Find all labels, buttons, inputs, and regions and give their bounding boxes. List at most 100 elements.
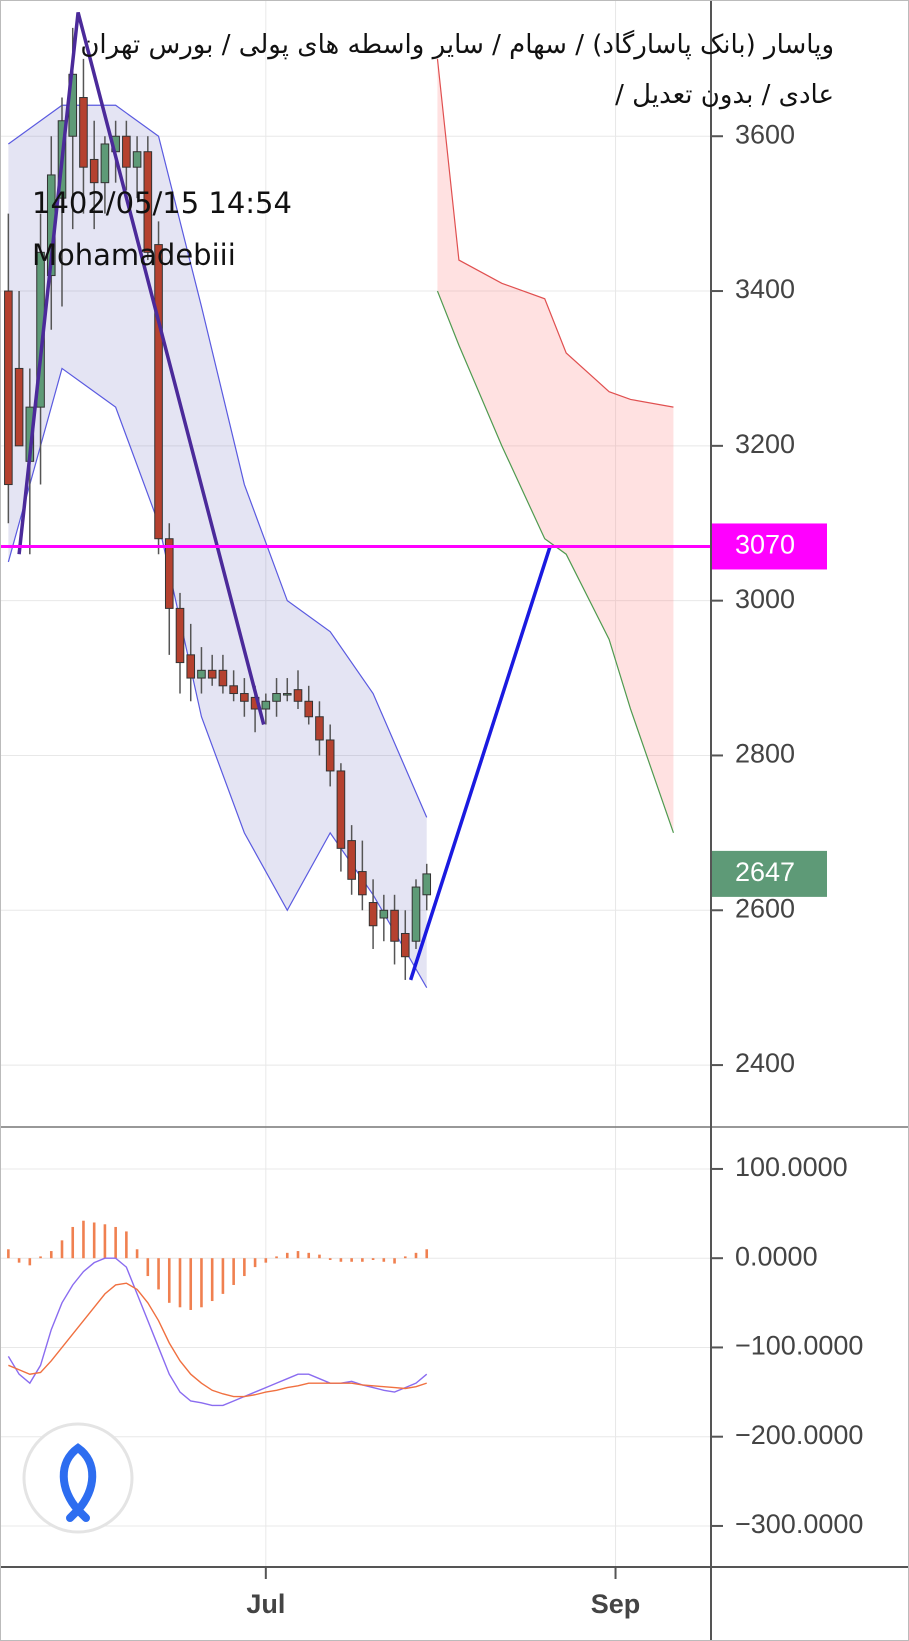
macd-histogram-bar — [114, 1226, 117, 1259]
macd-histogram-bar — [339, 1258, 343, 1262]
macd-histogram-bar — [103, 1224, 107, 1259]
macd-histogram-bar — [307, 1252, 311, 1259]
candle-body — [164, 538, 174, 609]
macd-histogram-bar — [414, 1252, 418, 1259]
macd-histogram-bar — [200, 1258, 203, 1308]
candle-body — [122, 135, 131, 168]
y-tick-label: 3000 — [735, 584, 795, 614]
macd-histogram-bar — [125, 1231, 128, 1259]
candle-body — [14, 367, 24, 447]
macd-histogram-bar — [285, 1252, 289, 1259]
macd-histogram-bar — [146, 1258, 150, 1277]
candle-body — [175, 607, 185, 664]
macd-histogram-bar — [350, 1258, 353, 1262]
y-tick-label: −100.0000 — [735, 1331, 863, 1361]
timestamp: 1402/05/15 14:54 — [32, 186, 292, 220]
candle-body — [240, 693, 249, 702]
logo-icon — [59, 1443, 97, 1522]
trendline — [17, 11, 266, 725]
macd-histogram-bar — [157, 1258, 160, 1290]
last-price-tag — [711, 850, 827, 897]
macd-line — [8, 1282, 427, 1398]
candle-body — [379, 909, 389, 919]
y-tick-label: 3200 — [735, 429, 795, 459]
macd-histogram-bar — [221, 1258, 225, 1294]
y-tick-label: 3400 — [735, 274, 795, 304]
x-tick-label: Sep — [591, 1589, 641, 1619]
macd-histogram-bar — [382, 1258, 386, 1262]
bollinger-upper — [8, 104, 428, 818]
macd-histogram-bar — [60, 1240, 64, 1259]
candle-body — [79, 97, 88, 168]
trendline — [408, 545, 552, 981]
candle-body — [143, 151, 153, 253]
candle-body — [272, 693, 281, 702]
macd-histogram-bar — [71, 1226, 75, 1259]
y-tick-label: 2400 — [735, 1048, 795, 1078]
price-tag-label: 3070 — [735, 530, 795, 560]
macd-histogram-bar — [232, 1258, 235, 1285]
y-tick-label: 0.0000 — [735, 1241, 818, 1271]
y-tick-label: 2600 — [735, 893, 795, 923]
macd-histogram-bar — [328, 1258, 332, 1260]
candle-body — [197, 669, 206, 679]
macd-histogram-bar — [82, 1220, 85, 1259]
macd-histogram-bar — [403, 1256, 407, 1259]
candle-body — [207, 669, 217, 679]
candle-body — [282, 693, 292, 696]
macd-histogram-bar — [92, 1222, 96, 1259]
macd-histogram-bar — [7, 1249, 10, 1259]
macd-histogram-bar — [371, 1258, 375, 1260]
cloud-span-b — [436, 58, 674, 408]
macd-histogram-bar — [318, 1254, 321, 1259]
last-price-label: 2647 — [735, 857, 795, 887]
macd-histogram-bar — [39, 1256, 42, 1259]
y-tick-label: 100.0000 — [735, 1152, 848, 1182]
macd-histogram-bar — [189, 1258, 193, 1310]
macd-histogram-bar — [135, 1249, 139, 1259]
y-tick-label: 2800 — [735, 739, 795, 769]
y-tick-label: −300.0000 — [735, 1509, 863, 1539]
author: Mohamadebiii — [32, 238, 236, 272]
x-tick-label: Jul — [246, 1589, 285, 1619]
candle-body — [390, 909, 399, 942]
candle-body — [304, 700, 314, 718]
macd-histogram-bar — [393, 1258, 396, 1264]
macd-histogram-bar — [361, 1258, 364, 1262]
chart-title: وپاسار (بانک پاسارگاد) / سهام / سایر واس… — [80, 30, 834, 60]
candle-body — [4, 290, 13, 486]
macd-line — [7, 1257, 428, 1407]
candle-body — [186, 654, 196, 679]
candle-body — [132, 151, 142, 168]
candle-body — [336, 770, 346, 849]
macd-histogram-bar — [425, 1249, 429, 1259]
macd-histogram-bar — [49, 1251, 53, 1259]
macd-histogram-bar — [167, 1258, 171, 1303]
app-logo — [22, 1422, 134, 1534]
macd-histogram-bar — [178, 1258, 182, 1308]
candle-body — [100, 143, 110, 184]
macd-histogram-bar — [17, 1258, 21, 1263]
candle-body — [229, 685, 238, 695]
candle-body — [325, 739, 335, 772]
price-tag — [711, 523, 827, 570]
candle-body — [89, 158, 99, 184]
candle-body — [400, 932, 410, 958]
cloud-fill — [437, 58, 674, 833]
candle-body — [261, 700, 271, 710]
y-tick-label: 3600 — [735, 119, 795, 149]
macd-histogram-bar — [296, 1251, 300, 1259]
candle-body — [422, 873, 432, 896]
y-tick-label: −200.0000 — [735, 1420, 863, 1450]
candle-body — [411, 886, 421, 942]
macd-histogram-bar — [253, 1258, 257, 1268]
macd-histogram-bar — [275, 1256, 278, 1259]
candle-body — [368, 902, 378, 927]
candle-body — [293, 689, 303, 702]
macd-histogram-bar — [210, 1258, 214, 1302]
candle-body — [347, 840, 356, 880]
logo-circle — [22, 1422, 134, 1534]
macd-histogram-bar — [28, 1258, 32, 1266]
macd-histogram-bar — [243, 1258, 246, 1277]
